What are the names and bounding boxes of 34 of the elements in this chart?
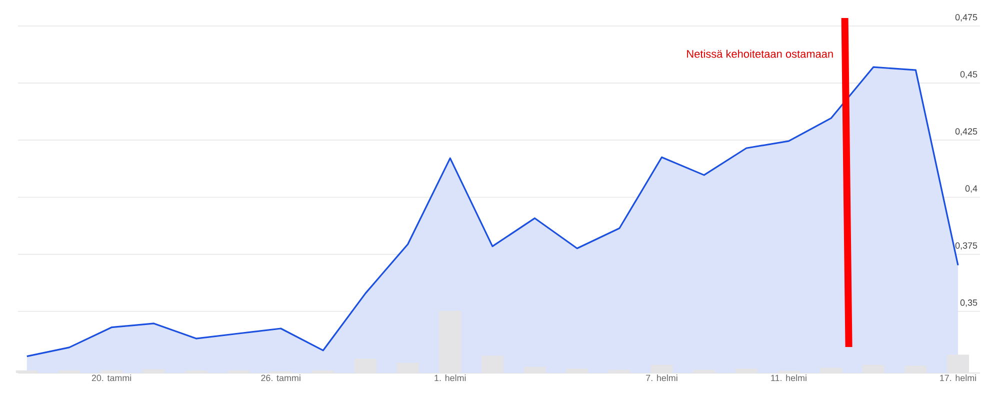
x-tick-label: 20. tammi xyxy=(92,374,132,382)
bar xyxy=(524,366,546,373)
x-tick-label: 7. helmi xyxy=(646,374,678,382)
bar xyxy=(650,364,673,373)
y-tick-label: 0,425 xyxy=(955,128,978,136)
bar xyxy=(439,310,462,373)
bar xyxy=(566,368,588,373)
y-tick-label: 0,375 xyxy=(955,242,978,250)
bar xyxy=(904,366,927,373)
bar xyxy=(142,369,165,373)
bar xyxy=(312,370,334,373)
bar xyxy=(608,370,630,373)
x-tick-label: 1. helmi xyxy=(434,374,466,382)
bar xyxy=(100,370,123,373)
bar xyxy=(481,356,504,373)
x-tick-label: 11. helmi xyxy=(771,374,806,382)
bar xyxy=(16,370,38,373)
annotation: Netissä kehoitetaan ostamaan xyxy=(687,50,833,58)
bar xyxy=(693,370,716,373)
y-tick-label: 0,475 xyxy=(955,14,978,22)
bar xyxy=(820,368,842,373)
bar xyxy=(947,354,970,373)
bar xyxy=(735,368,758,373)
y-tick-label: 0,45 xyxy=(960,71,978,79)
bar xyxy=(185,370,208,373)
x-tick-label: 26. tammi xyxy=(261,374,300,382)
bar xyxy=(862,364,884,373)
bar xyxy=(58,370,80,373)
y-tick-label: 0,4 xyxy=(965,185,978,193)
x-tick-label: 17. helmi xyxy=(940,374,976,382)
bar xyxy=(396,362,419,373)
y-tick-label: 0,35 xyxy=(960,299,978,307)
bar xyxy=(354,358,376,373)
bar xyxy=(228,370,250,373)
